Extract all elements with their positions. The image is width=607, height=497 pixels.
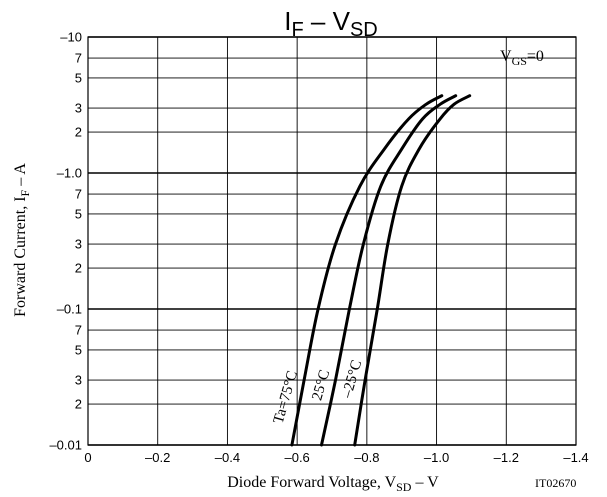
y-tick-label: –1.0 [57,166,82,181]
plot-area-border [87,36,577,446]
y-tick-label: 7 [75,187,82,202]
chart-title: IF – VSD [284,6,378,41]
y-tick-label: 3 [75,373,82,388]
y-tick-labels: –10 7 5 3 2 –1.0 7 5 3 2 –0.1 7 5 3 2 –0.01 [49,30,82,453]
y-tick-label: 2 [75,397,82,412]
x-tick-label: –1.0 [424,450,449,465]
y-tick-label: 7 [75,323,82,338]
y-tick-label: 7 [75,51,82,66]
y-tick-label: –0.01 [49,438,82,453]
figure-code: IT02670 [535,476,576,490]
condition-label: VGS=0 [500,48,544,68]
grid [87,36,577,446]
series-label-2: 25°C [309,368,333,402]
plot-frame [87,36,577,446]
y-tick-label: 2 [75,261,82,276]
x-tick-label: –0.4 [215,450,240,465]
series-line-1 [290,94,444,447]
y-tick-label: 5 [75,70,82,85]
series-line-2 [320,94,458,447]
x-tick-label: –0.8 [354,450,379,465]
y-tick-label: 5 [75,342,82,357]
series-lines [290,94,472,447]
x-tick-label: 0 [84,450,91,465]
y-tick-label: 5 [75,206,82,221]
series-line-3 [353,94,472,447]
y-tick-label: –0.1 [57,302,82,317]
x-axis-label: Diode Forward Voltage, VSD – V [227,474,439,494]
y-tick-label: –10 [60,30,82,45]
series-labels: Ta=75°C 25°C –25°C [271,358,366,425]
y-tick-label: 3 [75,237,82,252]
y-tick-label: 3 [75,101,82,116]
y-axis-label: Forward Current, IF – A [12,163,32,317]
x-tick-label: –1.4 [563,450,588,465]
x-tick-labels: 0 –0.2 –0.4 –0.6 –0.8 –1.0 –1.2 –1.4 [84,450,588,465]
x-tick-label: –0.6 [284,450,309,465]
y-tick-label: 2 [75,125,82,140]
x-tick-label: –1.2 [494,450,519,465]
x-tick-label: –0.2 [145,450,170,465]
